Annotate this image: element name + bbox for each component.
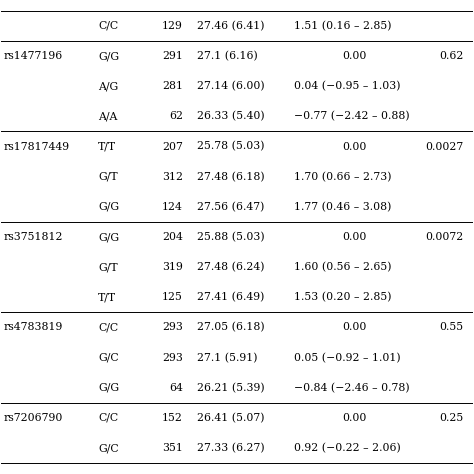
Text: 152: 152 xyxy=(162,413,183,423)
Text: 27.05 (6.18): 27.05 (6.18) xyxy=(197,322,264,333)
Text: G/G: G/G xyxy=(98,232,119,242)
Text: 1.60 (0.56 – 2.65): 1.60 (0.56 – 2.65) xyxy=(293,262,391,273)
Text: G/C: G/C xyxy=(98,353,118,363)
Text: C/C: C/C xyxy=(98,322,118,332)
Text: 129: 129 xyxy=(162,21,183,31)
Text: 27.1 (5.91): 27.1 (5.91) xyxy=(197,353,257,363)
Text: 0.92 (−0.22 – 2.06): 0.92 (−0.22 – 2.06) xyxy=(293,443,401,453)
Text: T/T: T/T xyxy=(98,142,116,152)
Text: 1.70 (0.66 – 2.73): 1.70 (0.66 – 2.73) xyxy=(293,172,391,182)
Text: 0.0027: 0.0027 xyxy=(425,142,463,152)
Text: 0.04 (−0.95 – 1.03): 0.04 (−0.95 – 1.03) xyxy=(293,81,400,91)
Text: 1.53 (0.20 – 2.85): 1.53 (0.20 – 2.85) xyxy=(293,292,391,302)
Text: 0.62: 0.62 xyxy=(439,51,463,61)
Text: −0.77 (−2.42 – 0.88): −0.77 (−2.42 – 0.88) xyxy=(293,111,409,121)
Text: C/C: C/C xyxy=(98,21,118,31)
Text: 312: 312 xyxy=(162,172,183,182)
Text: G/G: G/G xyxy=(98,202,119,212)
Text: 62: 62 xyxy=(169,111,183,121)
Text: 281: 281 xyxy=(162,81,183,91)
Text: A/G: A/G xyxy=(98,81,118,91)
Text: G/G: G/G xyxy=(98,383,119,393)
Text: 27.1 (6.16): 27.1 (6.16) xyxy=(197,51,258,61)
Text: 291: 291 xyxy=(162,51,183,61)
Text: A/A: A/A xyxy=(98,111,118,121)
Text: G/T: G/T xyxy=(98,262,118,272)
Text: rs1477196: rs1477196 xyxy=(4,51,63,61)
Text: 125: 125 xyxy=(162,292,183,302)
Text: rs4783819: rs4783819 xyxy=(4,322,63,332)
Text: 27.46 (6.41): 27.46 (6.41) xyxy=(197,21,264,31)
Text: 27.48 (6.18): 27.48 (6.18) xyxy=(197,172,264,182)
Text: 293: 293 xyxy=(162,353,183,363)
Text: 293: 293 xyxy=(162,322,183,332)
Text: 27.56 (6.47): 27.56 (6.47) xyxy=(197,201,264,212)
Text: 27.48 (6.24): 27.48 (6.24) xyxy=(197,262,264,273)
Text: 0.55: 0.55 xyxy=(439,322,463,332)
Text: 0.00: 0.00 xyxy=(343,413,367,423)
Text: 27.14 (6.00): 27.14 (6.00) xyxy=(197,81,264,91)
Text: 64: 64 xyxy=(169,383,183,393)
Text: 1.51 (0.16 – 2.85): 1.51 (0.16 – 2.85) xyxy=(293,21,391,31)
Text: 1.77 (0.46 – 3.08): 1.77 (0.46 – 3.08) xyxy=(293,201,391,212)
Text: 26.21 (5.39): 26.21 (5.39) xyxy=(197,383,264,393)
Text: 319: 319 xyxy=(162,262,183,272)
Text: 0.25: 0.25 xyxy=(439,413,463,423)
Text: 207: 207 xyxy=(162,142,183,152)
Text: 27.33 (6.27): 27.33 (6.27) xyxy=(197,443,264,453)
Text: −0.84 (−2.46 – 0.78): −0.84 (−2.46 – 0.78) xyxy=(293,383,409,393)
Text: C/C: C/C xyxy=(98,413,118,423)
Text: 204: 204 xyxy=(162,232,183,242)
Text: 0.0072: 0.0072 xyxy=(425,232,463,242)
Text: 25.88 (5.03): 25.88 (5.03) xyxy=(197,232,264,242)
Text: 0.00: 0.00 xyxy=(343,232,367,242)
Text: 0.00: 0.00 xyxy=(343,51,367,61)
Text: G/G: G/G xyxy=(98,51,119,61)
Text: 0.00: 0.00 xyxy=(343,142,367,152)
Text: G/C: G/C xyxy=(98,443,118,453)
Text: 0.05 (−0.92 – 1.01): 0.05 (−0.92 – 1.01) xyxy=(293,353,400,363)
Text: rs7206790: rs7206790 xyxy=(4,413,63,423)
Text: 27.41 (6.49): 27.41 (6.49) xyxy=(197,292,264,302)
Text: rs17817449: rs17817449 xyxy=(4,142,70,152)
Text: 124: 124 xyxy=(162,202,183,212)
Text: rs3751812: rs3751812 xyxy=(4,232,63,242)
Text: 25.78 (5.03): 25.78 (5.03) xyxy=(197,141,264,152)
Text: 26.33 (5.40): 26.33 (5.40) xyxy=(197,111,264,121)
Text: G/T: G/T xyxy=(98,172,118,182)
Text: 26.41 (5.07): 26.41 (5.07) xyxy=(197,413,264,423)
Text: 0.00: 0.00 xyxy=(343,322,367,332)
Text: T/T: T/T xyxy=(98,292,116,302)
Text: 351: 351 xyxy=(162,443,183,453)
